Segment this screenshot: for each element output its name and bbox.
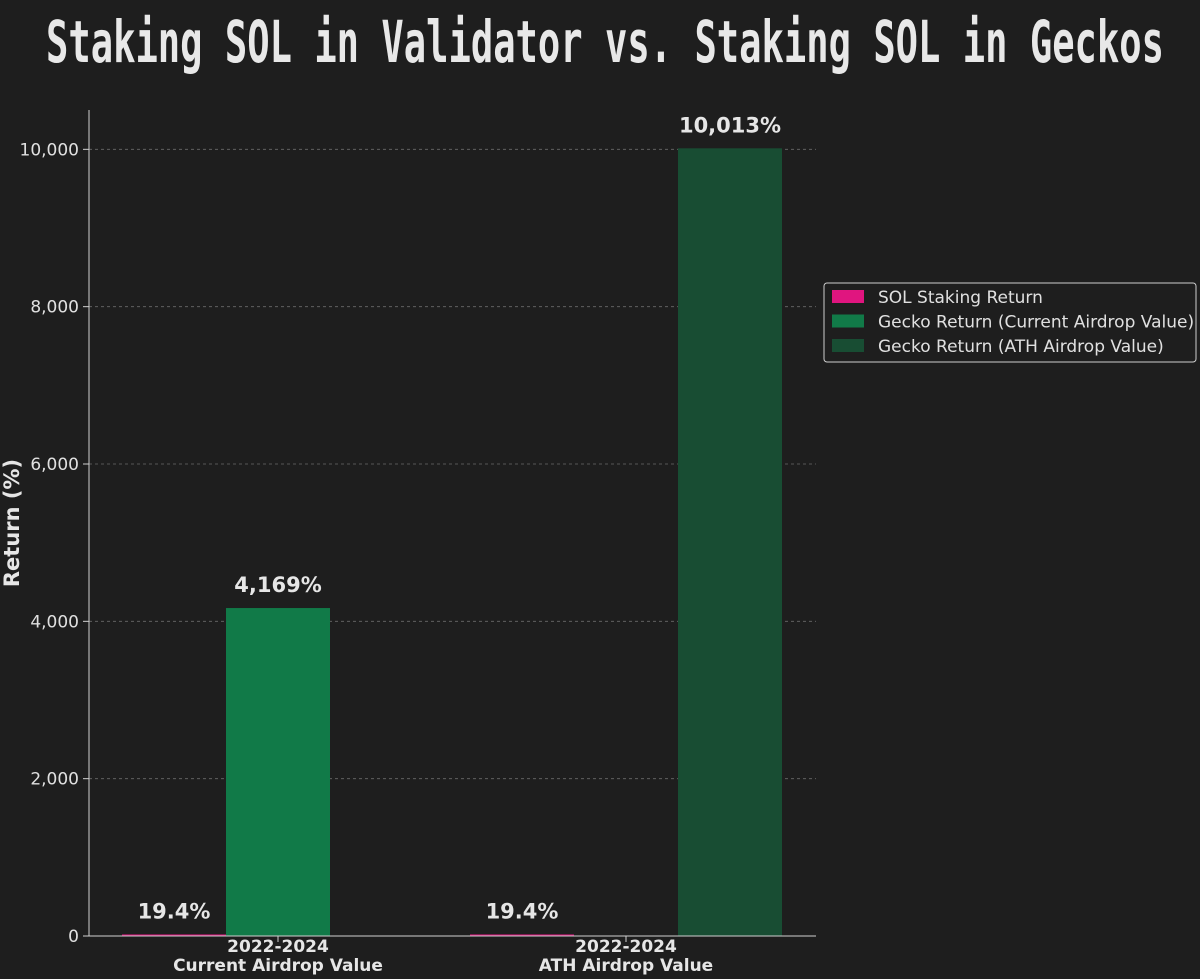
legend-label: Gecko Return (Current Airdrop Value) [878,313,1194,333]
bar [678,148,782,936]
chart-title: Staking SOL in Validator vs. Staking SOL… [46,8,1164,76]
legend-frame [823,282,1197,363]
legend-swatch [832,314,864,328]
data-label: 10,013% [679,113,781,137]
bars [122,148,782,936]
legend-label: SOL Staking Return [878,288,1043,308]
y-tick-label: 2,000 [30,770,79,790]
legend-swatch [832,290,864,303]
legend-swatch [832,339,864,352]
data-label: 19.4% [486,899,559,923]
x-tick-label: 2022-2024 [575,937,677,957]
bar [122,934,226,936]
y-axis-label: Return (%) [0,459,24,587]
y-tick-label: 0 [68,927,79,947]
data-label: 4,169% [234,573,321,597]
y-tick-label: 6,000 [30,455,79,475]
data-labels: 19.4% 4,169% 19.4% 10,013% [138,113,781,923]
legend-label: Gecko Return (ATH Airdrop Value) [878,337,1164,357]
x-tick-label: ATH Airdrop Value [539,956,713,976]
data-label: 19.4% [138,899,211,923]
axes: 02,0004,0006,0008,00010,0002022-2024Curr… [20,110,816,976]
y-tick-label: 4,000 [30,612,79,632]
x-tick-label: 2022-2024 [227,937,329,957]
y-tick-label: 10,000 [20,140,79,160]
grid-lines [89,148,816,780]
bar [470,934,574,936]
x-tick-label: Current Airdrop Value [173,956,383,976]
bar [226,608,330,936]
y-tick-label: 8,000 [30,298,79,318]
legend: SOL Staking Return Gecko Return (Current … [823,282,1197,363]
